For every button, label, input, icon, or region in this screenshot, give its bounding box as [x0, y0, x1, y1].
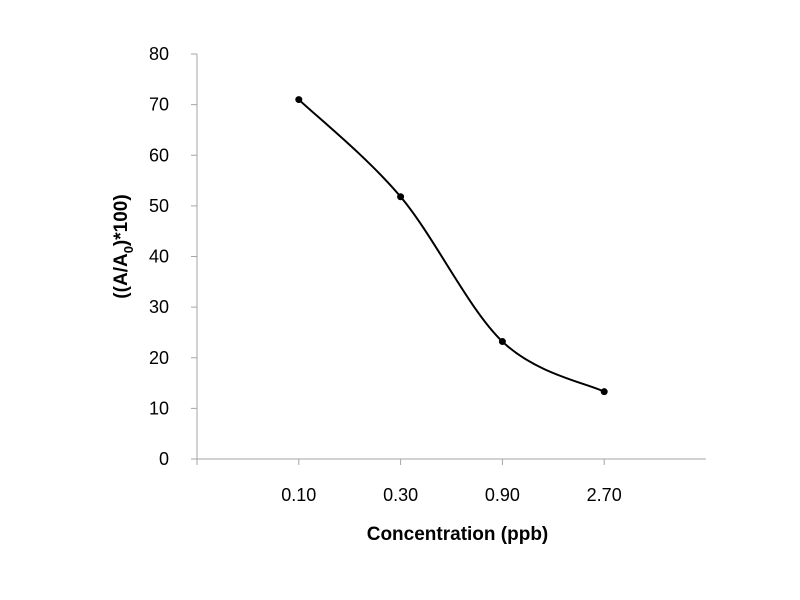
y-axis: 0 10 20 30 40 50 60 70 80	[149, 44, 198, 469]
data-point-marker	[600, 388, 608, 396]
y-tick-label: 70	[149, 95, 169, 115]
y-tick-label: 60	[149, 145, 169, 165]
y-tick-label: 10	[149, 398, 169, 418]
data-point-marker	[397, 193, 405, 201]
data-point-marker	[295, 96, 303, 104]
y-tick-label: 40	[149, 247, 169, 267]
series-line	[298, 98, 605, 393]
x-tick-label: 2.70	[587, 485, 622, 505]
y-tick-label: 30	[149, 297, 169, 317]
y-axis-title-prefix: ((A/A	[111, 253, 132, 299]
y-axis-title-subscript: 0	[121, 246, 136, 253]
plot-area	[295, 96, 608, 396]
x-tick-label: 0.10	[281, 485, 316, 505]
y-tick-label: 0	[159, 449, 169, 469]
x-tick-label: 0.90	[485, 485, 520, 505]
y-tick-label: 50	[149, 196, 169, 216]
x-axis: 0.10 0.30 0.90 2.70	[196, 458, 706, 505]
x-axis-title: Concentration (ppb)	[367, 524, 549, 545]
x-tick-group: 0.10 0.30 0.90 2.70	[196, 459, 622, 505]
y-tick-group: 0 10 20 30 40 50 60 70 80	[149, 44, 197, 469]
y-tick-label: 80	[149, 44, 169, 64]
x-tick-label: 0.30	[383, 485, 418, 505]
y-axis-title: ((A/A0)*100)	[111, 194, 136, 298]
y-axis-title-suffix: )*100)	[111, 194, 132, 246]
y-tick-label: 20	[149, 348, 169, 368]
data-point-marker	[498, 338, 506, 346]
